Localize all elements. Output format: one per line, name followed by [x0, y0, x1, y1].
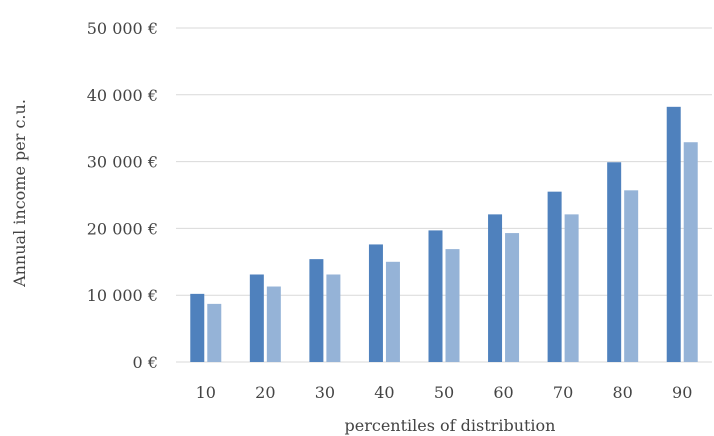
- x-tick-label: 80: [612, 383, 632, 402]
- bar-series-2: [683, 142, 698, 362]
- bar-series-2: [505, 233, 520, 362]
- y-tick-label: 50 000 €: [87, 19, 158, 38]
- x-tick-label: 30: [315, 383, 335, 402]
- y-gridlines: [176, 27, 712, 363]
- x-tick-label: 60: [493, 383, 513, 402]
- bar-series-1: [309, 259, 324, 362]
- bar-series-1: [488, 214, 503, 362]
- bar-series-2: [326, 274, 341, 362]
- x-tick-label: 50: [434, 383, 454, 402]
- x-tick-label: 20: [255, 383, 275, 402]
- y-tick-label: 40 000 €: [87, 86, 158, 105]
- y-tick-label: 30 000 €: [87, 153, 158, 172]
- bar-series-2: [266, 286, 281, 362]
- y-tick-label: 0 €: [133, 353, 158, 372]
- x-tick-label: 40: [374, 383, 394, 402]
- bars: [190, 106, 698, 362]
- bar-series-2: [624, 190, 639, 362]
- y-axis-title: Annual income per c.u.: [10, 99, 29, 288]
- bar-series-2: [385, 261, 400, 362]
- bar-series-2: [445, 249, 460, 362]
- y-tick-label: 20 000 €: [87, 219, 158, 238]
- bar-series-1: [428, 230, 443, 362]
- bar-series-2: [207, 303, 222, 362]
- x-axis-title: percentiles of distribution: [345, 416, 556, 435]
- y-tick-labels: 0 € 10 000 € 20 000 € 30 000 € 40 000 € 50 00…: [87, 19, 158, 372]
- x-tick-label: 10: [196, 383, 216, 402]
- bar-series-1: [607, 162, 622, 362]
- bar-series-1: [368, 244, 383, 362]
- x-tick-label: 90: [672, 383, 692, 402]
- bar-series-1: [249, 274, 264, 362]
- x-tick-labels: 10 20 30 40 50 60 70 80 90: [196, 383, 693, 402]
- bar-series-1: [190, 293, 205, 362]
- bar-series-1: [547, 191, 562, 362]
- y-tick-label: 10 000 €: [87, 286, 158, 305]
- x-tick-label: 70: [553, 383, 573, 402]
- bar-series-2: [564, 214, 579, 362]
- bar-series-1: [666, 106, 681, 362]
